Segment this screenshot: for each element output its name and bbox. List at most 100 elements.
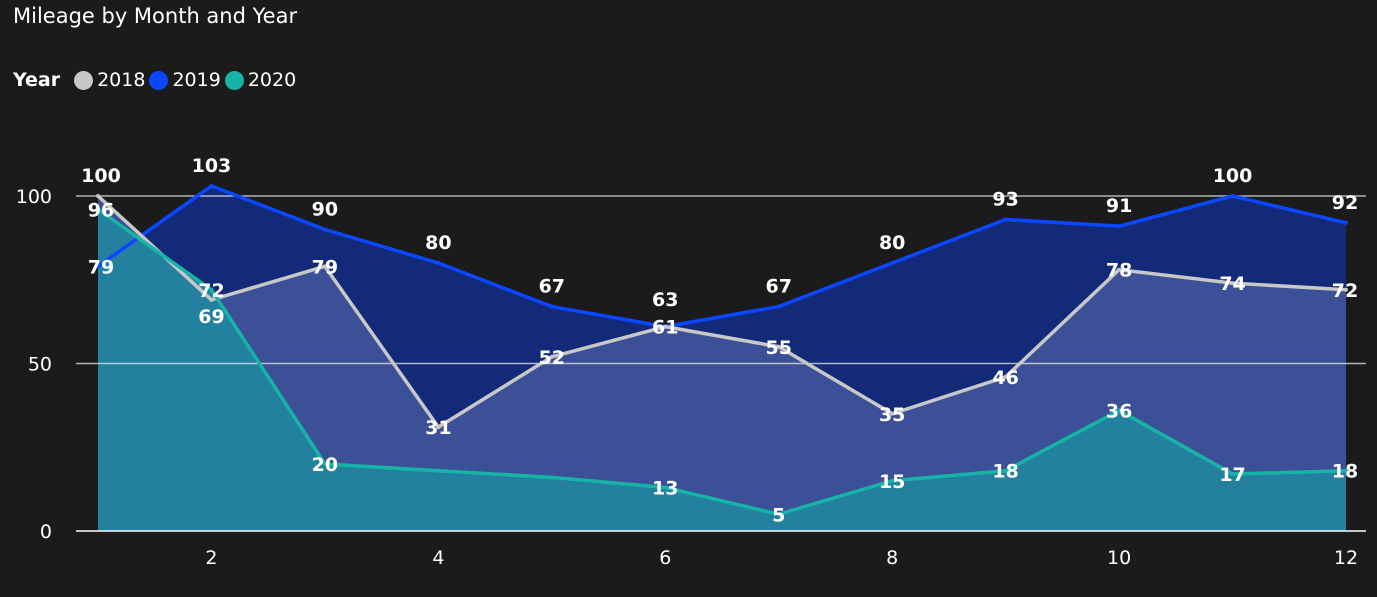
point-2018-7 bbox=[776, 344, 781, 349]
data-label-11-0: 100 bbox=[1213, 165, 1253, 187]
point-2020-2 bbox=[209, 287, 214, 292]
point-2020-12 bbox=[1344, 468, 1348, 473]
data-label-9-0: 93 bbox=[992, 188, 1018, 210]
data-label-5-0: 67 bbox=[539, 276, 565, 298]
data-label-9-2: 18 bbox=[992, 461, 1018, 483]
data-label-2-1: 72 bbox=[198, 280, 224, 302]
data-label-8-1: 35 bbox=[879, 404, 905, 426]
line-layer bbox=[96, 183, 1348, 517]
data-label-7-1: 55 bbox=[766, 337, 792, 359]
data-label-3-0: 90 bbox=[312, 199, 338, 221]
data-label-6-2: 13 bbox=[652, 477, 678, 499]
data-label-3-1: 79 bbox=[312, 256, 338, 278]
legend-label-2020: 2020 bbox=[247, 69, 297, 91]
point-2019-12 bbox=[1344, 220, 1348, 225]
y-tick-label-0: 0 bbox=[40, 521, 52, 543]
point-2019-2 bbox=[209, 183, 214, 188]
data-label-3-2: 20 bbox=[312, 454, 338, 476]
legend-label-2019: 2019 bbox=[172, 69, 221, 91]
point-2020-5 bbox=[549, 475, 554, 480]
data-label-10-1: 78 bbox=[1106, 260, 1132, 282]
point-2018-4 bbox=[436, 425, 441, 430]
point-2019-1 bbox=[96, 264, 100, 269]
data-label-9-1: 46 bbox=[992, 367, 1018, 389]
legend-item-2020[interactable]: 2020 bbox=[224, 69, 297, 91]
data-label-1-1: 96 bbox=[88, 199, 114, 221]
point-2019-3 bbox=[322, 227, 327, 232]
point-2020-3 bbox=[322, 462, 327, 466]
data-label-12-0: 92 bbox=[1332, 192, 1358, 214]
data-label-6-0: 63 bbox=[652, 289, 678, 311]
data-label-12-1: 72 bbox=[1332, 280, 1358, 302]
line-2018 bbox=[96, 194, 1348, 429]
x-tick-label-2: 2 bbox=[205, 547, 217, 569]
data-label-4-0: 80 bbox=[425, 232, 451, 254]
point-2018-10 bbox=[1117, 267, 1122, 272]
x-tick-label-6: 6 bbox=[659, 547, 671, 569]
data-label-4-1: 31 bbox=[425, 417, 451, 439]
line-2020 bbox=[96, 207, 1348, 516]
data-label-10-0: 91 bbox=[1106, 195, 1132, 217]
point-2020-9 bbox=[1003, 468, 1008, 473]
data-label-8-0: 80 bbox=[879, 232, 905, 254]
point-2018-12 bbox=[1344, 287, 1348, 292]
point-2018-8 bbox=[890, 411, 895, 416]
data-label-11-1: 74 bbox=[1219, 273, 1245, 295]
legend-item-2018[interactable]: 2018 bbox=[74, 69, 145, 91]
point-2018-11 bbox=[1230, 281, 1235, 286]
chart-title: Mileage by Month and Year bbox=[13, 4, 298, 28]
point-2019-5 bbox=[549, 304, 554, 309]
x-tick-label-10: 10 bbox=[1107, 547, 1131, 569]
x-tick-label-12: 12 bbox=[1334, 547, 1358, 569]
legend-swatch-2020 bbox=[224, 70, 244, 90]
point-2018-1 bbox=[96, 194, 100, 198]
point-2020-8 bbox=[890, 478, 895, 483]
point-2020-10 bbox=[1117, 408, 1122, 413]
point-2019-10 bbox=[1117, 224, 1122, 229]
point-2020-7 bbox=[776, 512, 781, 517]
data-label-12-2: 18 bbox=[1332, 461, 1358, 483]
legend-title: Year bbox=[13, 69, 61, 91]
point-2019-8 bbox=[890, 261, 895, 265]
point-2018-6 bbox=[663, 324, 668, 329]
data-label-2-2: 69 bbox=[198, 306, 224, 328]
data-label-11-2: 17 bbox=[1219, 464, 1245, 486]
data-label-layer: 1009679103726990792080316752636113675558… bbox=[81, 155, 1358, 526]
data-label-8-2: 15 bbox=[879, 471, 905, 493]
area-layer bbox=[98, 185, 1346, 531]
point-2019-11 bbox=[1230, 194, 1235, 198]
line-2019 bbox=[96, 184, 1348, 329]
data-label-6-1: 61 bbox=[652, 317, 678, 339]
point-2020-4 bbox=[436, 468, 441, 473]
data-label-1-0: 100 bbox=[81, 165, 121, 187]
point-2018-2 bbox=[209, 297, 214, 302]
legend: Year 2018 2019 2020 bbox=[13, 66, 300, 94]
point-2019-9 bbox=[1003, 217, 1008, 222]
gridline-layer bbox=[76, 195, 1366, 365]
point-2020-6 bbox=[663, 485, 668, 490]
data-label-2-0: 103 bbox=[192, 155, 232, 177]
legend-item-2019[interactable]: 2019 bbox=[149, 69, 221, 91]
point-2019-4 bbox=[436, 261, 441, 265]
y-tick-label-50: 50 bbox=[28, 354, 52, 376]
data-label-5-1: 52 bbox=[539, 347, 565, 369]
point-2018-5 bbox=[549, 354, 554, 359]
area-2020 bbox=[98, 209, 1346, 531]
x-tick-label-4: 4 bbox=[432, 547, 444, 569]
point-2020-1 bbox=[96, 207, 100, 212]
y-tick-label-100: 100 bbox=[16, 186, 52, 208]
point-2018-9 bbox=[1003, 374, 1008, 379]
data-label-7-2: 5 bbox=[772, 504, 785, 526]
legend-swatch-2019 bbox=[149, 70, 169, 90]
point-2019-7 bbox=[776, 304, 781, 309]
data-label-1-2: 79 bbox=[88, 256, 114, 278]
point-2018-3 bbox=[322, 264, 327, 269]
legend-swatch-2018 bbox=[74, 70, 94, 90]
x-tick-label-8: 8 bbox=[886, 547, 898, 569]
point-2020-11 bbox=[1230, 472, 1235, 477]
data-label-10-2: 36 bbox=[1106, 400, 1132, 422]
data-label-7-0: 67 bbox=[766, 276, 792, 298]
legend-label-2018: 2018 bbox=[97, 69, 146, 91]
